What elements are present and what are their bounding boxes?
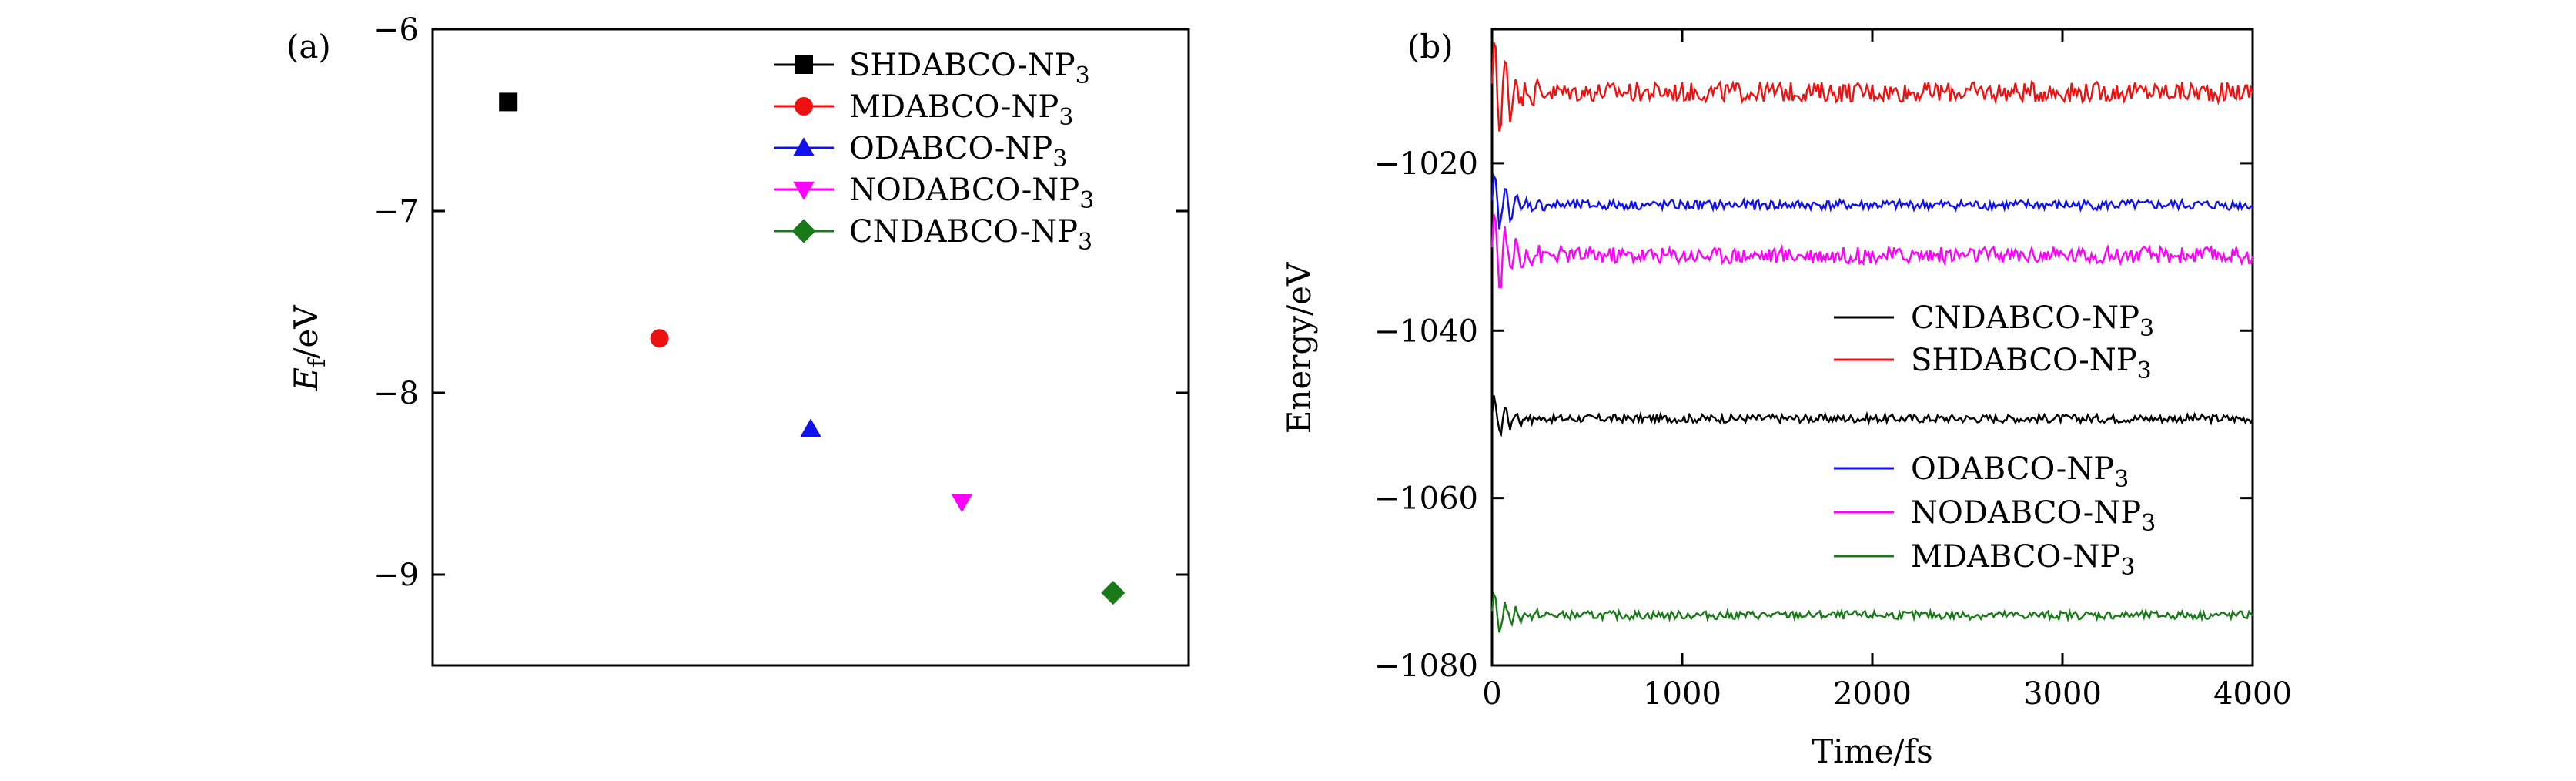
b-series-line bbox=[1490, 395, 2254, 437]
b-series-line bbox=[1490, 591, 2253, 633]
a-point-square bbox=[499, 92, 518, 112]
a-legend-marker bbox=[795, 55, 813, 74]
a-point-circle bbox=[650, 329, 669, 348]
b-legend-label: ODABCO-NP3 bbox=[1911, 451, 2129, 493]
panel-a-frame bbox=[431, 28, 1190, 667]
panel-b-series-lines bbox=[1490, 42, 2254, 633]
panel-b-label: (b) bbox=[1407, 28, 1454, 65]
b-legend-label: CNDABCO-NP3 bbox=[1911, 300, 2154, 342]
a-legend-label: NODABCO-NP3 bbox=[849, 173, 1094, 214]
b-legend-label: NODABCO-NP3 bbox=[1911, 495, 2156, 537]
b-xtick-label: 1000 bbox=[1643, 676, 1721, 712]
b-legend-label: MDABCO-NP3 bbox=[1911, 539, 2135, 581]
a-point-triangle-up bbox=[800, 418, 821, 437]
panel-a-y-ticks: −6 −7 −8 −9 bbox=[373, 12, 1189, 593]
a-legend-marker bbox=[793, 137, 815, 156]
b-ytick-label: −1060 bbox=[1374, 481, 1478, 517]
panel-b-x-ticks: 0 1000 2000 3000 4000 bbox=[1482, 29, 2292, 712]
a-legend-label: ODABCO-NP3 bbox=[849, 131, 1067, 173]
panel-b-y-ticks: −1020 −1040 −1060 −1080 bbox=[1374, 146, 2253, 684]
b-legend-label: SHDABCO-NP3 bbox=[1911, 343, 2152, 384]
panel-b-y-axis-label: Energy/eV bbox=[1280, 262, 1318, 434]
a-ytick-label: −6 bbox=[373, 12, 419, 48]
a-ytick-label: −7 bbox=[373, 194, 419, 230]
a-legend-marker bbox=[795, 97, 813, 116]
panel-b-frame bbox=[1490, 28, 2254, 667]
a-legend-marker bbox=[791, 219, 816, 243]
b-series-line bbox=[1490, 42, 2254, 132]
panel-b-x-axis-label: Time/fs bbox=[1812, 732, 1932, 770]
b-series-line bbox=[1490, 173, 2253, 230]
a-legend-marker bbox=[793, 181, 815, 200]
b-ytick-label: −1040 bbox=[1374, 313, 1478, 349]
panel-a-legend: SHDABCO-NP3MDABCO-NP3ODABCO-NP3NODABCO-N… bbox=[774, 48, 1094, 256]
b-xtick-label: 4000 bbox=[2213, 676, 2292, 712]
b-ytick-label: −1080 bbox=[1374, 649, 1478, 684]
a-point-diamond bbox=[1101, 581, 1126, 605]
panel-a-points bbox=[499, 92, 1126, 605]
panel-a-chart: (a) −6 −7 −8 −9 Ef/eV SHDABCO-NP3MDABCO-NP3… bbox=[286, 12, 1190, 667]
a-ytick-label: −8 bbox=[373, 376, 419, 411]
b-series-line bbox=[1490, 213, 2254, 289]
a-legend-label: MDABCO-NP3 bbox=[849, 89, 1073, 131]
b-ytick-label: −1020 bbox=[1374, 146, 1478, 182]
panel-a-y-axis-label: Ef/eV bbox=[287, 305, 331, 392]
a-ytick-label: −9 bbox=[373, 558, 419, 593]
a-legend-label: CNDABCO-NP3 bbox=[849, 214, 1092, 256]
a-point-triangle-down bbox=[951, 494, 973, 513]
b-xtick-label: 2000 bbox=[1833, 676, 1912, 712]
panel-a-label: (a) bbox=[286, 28, 331, 65]
a-legend-label: SHDABCO-NP3 bbox=[849, 48, 1090, 89]
b-xtick-label: 3000 bbox=[2023, 676, 2102, 712]
b-xtick-label: 0 bbox=[1482, 676, 1501, 712]
panel-b-chart: (b) 0 1000 2000 3000 4000 −1020−1040−1060−10… bbox=[1280, 28, 2292, 770]
